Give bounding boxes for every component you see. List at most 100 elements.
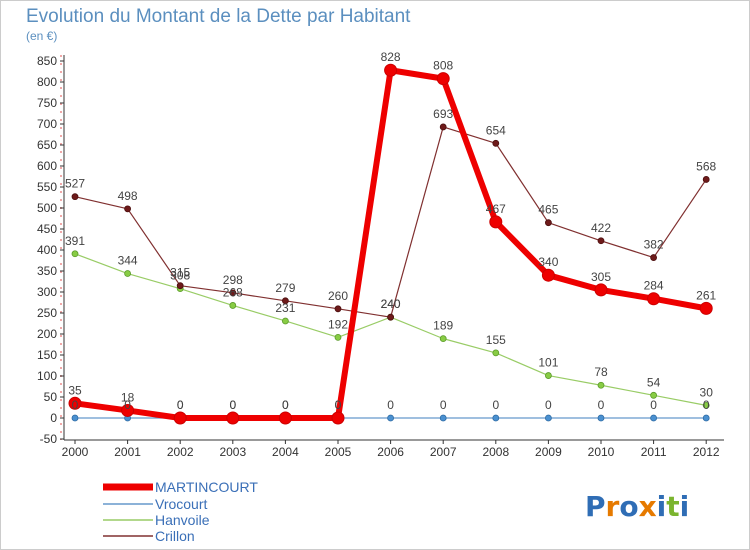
y-tick-label: 0 xyxy=(50,411,57,425)
data-label-vrocourt: 0 xyxy=(335,398,342,412)
data-point-crillon xyxy=(124,205,131,213)
data-point-martincourt xyxy=(489,215,503,229)
data-label-vrocourt: 0 xyxy=(703,398,710,412)
y-tick-label: 50 xyxy=(44,390,58,404)
data-point-crillon xyxy=(439,123,447,131)
data-label-crillon: 298 xyxy=(223,273,243,287)
logo-letter: r xyxy=(606,490,620,523)
data-label-martincourt: 0 xyxy=(335,398,342,412)
data-point-hanvoile xyxy=(650,391,657,399)
data-point-martincourt xyxy=(699,301,713,315)
data-label-vrocourt: 0 xyxy=(72,398,79,412)
y-tick-label: 850 xyxy=(37,54,57,68)
y-tick-label: 750 xyxy=(37,96,57,110)
x-tick-label: 2012 xyxy=(693,445,720,459)
data-label-vrocourt: 0 xyxy=(124,398,131,412)
data-point-vrocourt xyxy=(545,414,552,422)
x-tick-label: 2008 xyxy=(482,445,509,459)
data-point-martincourt xyxy=(331,411,345,425)
data-label-vrocourt: 0 xyxy=(229,398,236,412)
y-tick-label: 200 xyxy=(37,327,57,341)
data-label-martincourt: 0 xyxy=(229,398,236,412)
y-tick-label: 100 xyxy=(37,369,57,383)
data-label-martincourt: 340 xyxy=(538,255,558,269)
data-label-hanvoile: 308 xyxy=(170,269,190,283)
data-label-martincourt: 0 xyxy=(177,398,184,412)
data-label-martincourt: 828 xyxy=(381,50,401,64)
data-point-crillon xyxy=(281,297,289,305)
data-point-vrocourt xyxy=(71,414,79,422)
x-tick-label: 2006 xyxy=(377,445,404,459)
data-point-hanvoile xyxy=(71,250,79,258)
data-point-vrocourt xyxy=(597,414,605,422)
data-label-vrocourt: 0 xyxy=(177,398,184,412)
data-point-crillon xyxy=(176,282,184,290)
data-point-vrocourt xyxy=(702,414,710,422)
data-label-hanvoile: 240 xyxy=(381,297,401,311)
y-tick-label: 500 xyxy=(37,201,57,215)
logo-letter: x xyxy=(639,490,657,523)
data-label-hanvoile: 101 xyxy=(538,356,558,370)
data-label-crillon: 654 xyxy=(486,123,506,137)
data-point-martincourt xyxy=(647,292,661,306)
y-tick-label: 150 xyxy=(37,348,57,362)
data-point-crillon xyxy=(545,219,552,227)
data-point-crillon xyxy=(71,193,79,201)
y-tick-label: 400 xyxy=(37,243,57,257)
x-tick-label: 2009 xyxy=(535,445,562,459)
data-label-hanvoile: 155 xyxy=(486,333,506,347)
x-tick-label: 2010 xyxy=(588,445,615,459)
x-tick-label: 2004 xyxy=(272,445,299,459)
x-tick-label: 2007 xyxy=(430,445,457,459)
data-label-crillon: 527 xyxy=(65,177,85,191)
data-point-crillon xyxy=(387,313,395,321)
data-label-crillon: 315 xyxy=(170,266,190,280)
data-point-vrocourt xyxy=(492,414,500,422)
data-label-crillon: 693 xyxy=(433,107,453,121)
x-tick-label: 2005 xyxy=(325,445,352,459)
x-tick-label: 2002 xyxy=(167,445,194,459)
y-tick-label: -50 xyxy=(40,432,58,446)
data-point-crillon xyxy=(492,139,500,147)
data-label-crillon: 382 xyxy=(644,238,664,252)
data-point-hanvoile xyxy=(281,317,289,325)
data-label-hanvoile: 189 xyxy=(433,319,453,333)
data-label-vrocourt: 0 xyxy=(545,398,552,412)
y-tick-label: 550 xyxy=(37,180,57,194)
data-point-martincourt xyxy=(384,63,398,77)
data-point-martincourt xyxy=(436,72,450,86)
data-point-crillon xyxy=(650,254,657,261)
data-point-crillon xyxy=(597,237,605,245)
data-label-crillon: 240 xyxy=(381,297,401,311)
x-tick-label: 2001 xyxy=(114,445,141,459)
data-label-hanvoile: 391 xyxy=(65,234,85,248)
data-label-vrocourt: 0 xyxy=(387,398,394,412)
data-label-martincourt: 305 xyxy=(591,270,611,284)
y-tick-label: 600 xyxy=(37,159,57,173)
logo-letter: t xyxy=(666,490,679,523)
data-point-martincourt xyxy=(121,403,135,417)
logo-letter: i xyxy=(657,490,667,523)
data-label-crillon: 422 xyxy=(591,221,611,235)
x-tick-label: 2003 xyxy=(219,445,246,459)
data-label-hanvoile: 54 xyxy=(647,375,661,389)
data-label-hanvoile: 192 xyxy=(328,317,348,331)
data-label-martincourt: 261 xyxy=(696,288,716,302)
data-point-hanvoile xyxy=(229,302,237,309)
data-label-vrocourt: 0 xyxy=(598,398,605,412)
data-point-martincourt xyxy=(68,396,82,410)
data-point-hanvoile xyxy=(702,401,710,409)
data-label-vrocourt: 0 xyxy=(492,398,499,412)
data-point-crillon xyxy=(229,289,237,297)
data-label-crillon: 260 xyxy=(328,289,348,303)
data-label-vrocourt: 0 xyxy=(650,398,657,412)
data-label-hanvoile: 78 xyxy=(594,365,608,379)
data-point-martincourt xyxy=(173,411,187,425)
data-point-martincourt xyxy=(541,268,555,282)
data-label-hanvoile: 231 xyxy=(275,301,295,315)
data-label-crillon: 279 xyxy=(275,281,295,295)
x-tick-label: 2011 xyxy=(641,445,667,459)
